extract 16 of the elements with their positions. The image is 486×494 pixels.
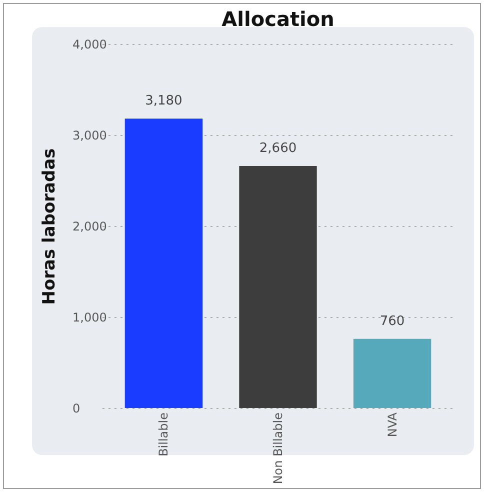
- y-tick-label: 1,000: [72, 310, 107, 324]
- y-tick-label: 3,000: [72, 128, 107, 142]
- data-label: 760: [380, 314, 405, 329]
- chart-title: Allocation: [222, 7, 334, 31]
- y-tick-label: 4,000: [72, 38, 107, 52]
- data-label: 3,180: [145, 94, 182, 109]
- x-tick-label: Billable: [156, 412, 171, 456]
- y-axis-title: Horas laboradas: [40, 148, 60, 305]
- data-label: 2,660: [259, 140, 297, 156]
- x-tick-label: Non Billable: [271, 412, 285, 484]
- x-tick-label: NVA: [385, 412, 400, 438]
- bar: [353, 338, 432, 408]
- bar: [124, 118, 203, 408]
- bar: [239, 166, 317, 408]
- y-tick-label: 0: [72, 402, 80, 416]
- y-tick-label: 2,000: [72, 220, 107, 234]
